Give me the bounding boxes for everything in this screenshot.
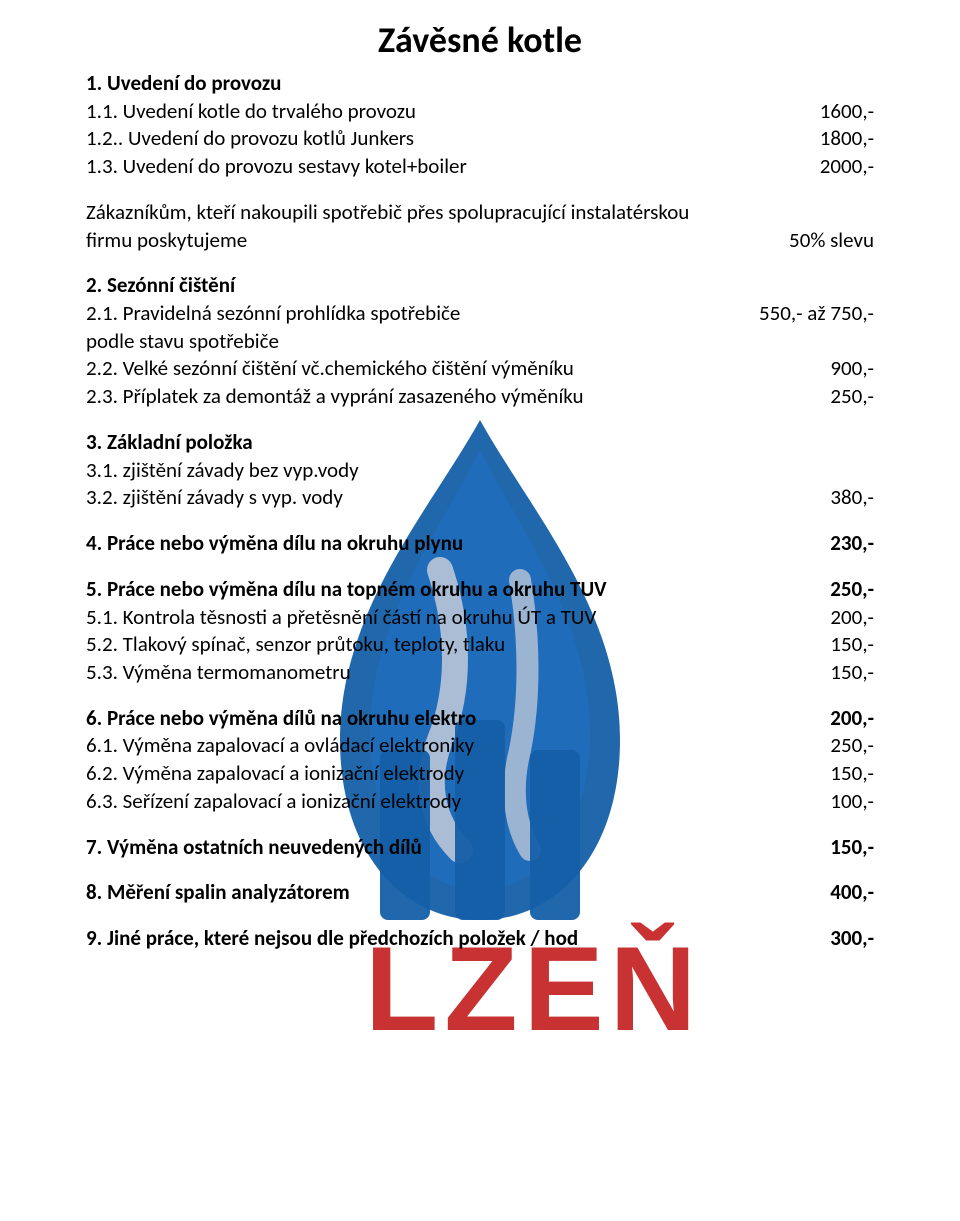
item-3-1-label: 3.1. zjištění závady bez vyp.vody (86, 457, 359, 485)
section-1-heading: 1. Uvedení do provozu (86, 70, 281, 98)
section-7-heading: 7. Výměna ostatních neuvedených dílů (86, 834, 422, 862)
section-8-heading: 8. Měření spalin analyzátorem (86, 879, 350, 907)
section-9-value: 300,- (810, 925, 874, 953)
document-title: Závěsné kotle (86, 18, 874, 62)
item-1-3-label: 1.3. Uvedení do provozu sestavy kotel+bo… (86, 153, 467, 181)
item-3-2-label: 3.2. zjištění závady s vyp. vody (86, 484, 343, 512)
item-5-1-value: 200,- (810, 604, 874, 632)
section-6-heading: 6. Práce nebo výměna dílů na okruhu elek… (86, 705, 476, 733)
item-5-3-label: 5.3. Výměna termomanometru (86, 659, 351, 687)
item-2-2-label: 2.2. Velké sezónní čištění vč.chemického… (86, 355, 574, 383)
item-6-3-value: 100,- (810, 788, 874, 816)
note-line-1: Zákazníkům, kteří nakoupili spotřebič př… (86, 199, 689, 227)
section-4-value: 230,- (810, 530, 874, 558)
item-5-2-value: 150,- (810, 631, 874, 659)
section-2-heading: 2. Sezónní čištění (86, 272, 235, 300)
note-line-2b: 50% slevu (769, 227, 874, 255)
item-6-1-label: 6.1. Výměna zapalovací a ovládací elektr… (86, 732, 474, 760)
section-8-value: 400,- (810, 879, 874, 907)
item-6-2-label: 6.2. Výměna zapalovací a ionizační elekt… (86, 760, 464, 788)
item-5-2-label: 5.2. Tlakový spínač, senzor průtoku, tep… (86, 631, 505, 659)
item-2-3-label: 2.3. Příplatek za demontáž a vyprání zas… (86, 383, 584, 411)
item-2-1-label-cont: podle stavu spotřebiče (86, 328, 279, 356)
section-5-heading: 5. Práce nebo výměna dílu na topném okru… (86, 576, 607, 604)
item-2-2-value: 900,- (810, 355, 874, 383)
item-2-3-value: 250,- (810, 383, 874, 411)
item-2-1-label: 2.1. Pravidelná sezónní prohlídka spotře… (86, 300, 460, 328)
item-6-3-label: 6.3. Seřízení zapalovací a ionizační ele… (86, 788, 461, 816)
section-6-value: 200,- (810, 705, 874, 733)
note-line-2a: firmu poskytujeme (86, 227, 247, 255)
section-9-heading: 9. Jiné práce, které nejsou dle předchoz… (86, 925, 578, 953)
item-6-1-value: 250,- (810, 732, 874, 760)
item-2-1-value: 550,- až 750,- (739, 300, 874, 328)
item-3-2-value: 380,- (810, 484, 874, 512)
item-5-1-label: 5.1. Kontrola těsnosti a přetěsnění část… (86, 604, 596, 632)
document-body: Závěsné kotle 1. Uvedení do provozu 1.1.… (0, 0, 960, 983)
item-1-3-value: 2000,- (800, 153, 874, 181)
item-6-2-value: 150,- (810, 760, 874, 788)
section-7-value: 150,- (810, 834, 874, 862)
section-4-heading: 4. Práce nebo výměna dílu na okruhu plyn… (86, 530, 463, 558)
item-1-1-value: 1600,- (800, 98, 874, 126)
section-5-value: 250,- (810, 576, 874, 604)
item-1-2-label: 1.2.. Uvedení do provozu kotlů Junkers (86, 125, 414, 153)
item-1-1-label: 1.1. Uvedení kotle do trvalého provozu (86, 98, 416, 126)
section-3-heading: 3. Základní položka (86, 429, 253, 457)
item-5-3-value: 150,- (810, 659, 874, 687)
item-1-2-value: 1800,- (800, 125, 874, 153)
